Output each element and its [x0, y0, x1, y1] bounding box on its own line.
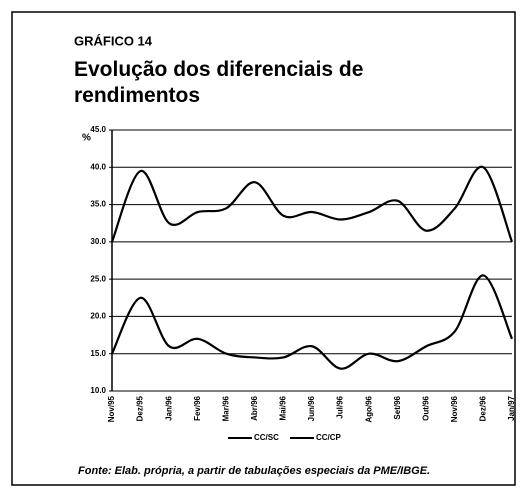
x-tick-label: Dez/95	[136, 395, 145, 421]
x-tick-label: Mar/96	[221, 395, 230, 421]
x-tick-label: Nov/95	[107, 395, 116, 422]
x-tick-label: Fev/96	[193, 395, 202, 420]
x-tick-label: Jun/96	[307, 395, 316, 421]
source: Fonte: Elab. própria, a partir de tabula…	[78, 465, 430, 477]
y-tick-label: 20.0	[90, 312, 106, 321]
legend-label: CC/SC	[254, 433, 279, 442]
x-tick-label: Jul/96	[336, 395, 345, 418]
frame	[11, 11, 516, 486]
y-tick-label: 45.0	[90, 125, 106, 134]
y-axis-label: %	[82, 133, 91, 144]
series-line	[110, 165, 514, 243]
x-tick-label: Out/96	[421, 395, 430, 420]
x-tick-label: Abr/96	[250, 395, 259, 420]
x-tick-label: Ago/96	[364, 395, 373, 422]
legend-label: CC/CP	[316, 433, 342, 442]
x-tick-label: Mai/96	[279, 395, 288, 420]
y-tick-label: 30.0	[90, 237, 106, 246]
x-tick-label: Jan/96	[164, 395, 173, 420]
x-tick-label: Dez/96	[479, 395, 488, 421]
x-tick-label: Set/96	[393, 395, 402, 419]
y-tick-label: 15.0	[90, 349, 106, 358]
y-tick-label: 10.0	[90, 386, 106, 395]
x-tick-label: Nov/96	[450, 395, 459, 422]
y-tick-label: 40.0	[90, 162, 106, 171]
y-tick-label: 25.0	[90, 274, 106, 283]
y-tick-label: 35.0	[90, 200, 106, 209]
series-line	[111, 274, 514, 370]
chart-kicker: GRÁFICO 14	[74, 33, 153, 48]
x-tick-label: Jan/97	[507, 395, 516, 420]
chart-title: Evolução dos diferenciais de rendimentos	[74, 58, 363, 107]
